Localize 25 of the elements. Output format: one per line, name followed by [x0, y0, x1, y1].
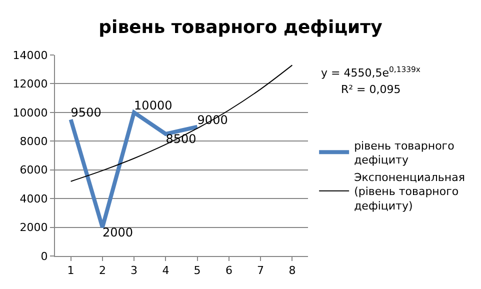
- y-tick-label: 12000: [12, 78, 48, 91]
- line-series: [70, 64, 293, 182]
- y-tick-label: 8000: [20, 134, 48, 148]
- x-tick-label: 2: [98, 264, 106, 278]
- y-tick-label: 14000: [12, 48, 48, 62]
- data-label: 10000: [134, 98, 172, 112]
- x-tick-label: 5: [194, 264, 201, 278]
- x-tick-label: 4: [162, 264, 170, 278]
- data-label: 2000: [102, 225, 133, 240]
- text: y = 4550,5e$^{0,1339x}$: [321, 65, 421, 80]
- x-tick-label: 1: [67, 264, 74, 278]
- y-tick-label: 10000: [12, 106, 48, 120]
- y-tick-label: 2000: [20, 221, 48, 234]
- x-tick-label: 3: [130, 264, 138, 278]
- data-label: 9500: [70, 106, 102, 120]
- text: R² = 0,095: [341, 83, 401, 96]
- x-tick-label: 7: [257, 264, 264, 278]
- y-tick-label: 0: [40, 250, 48, 263]
- y-tick-label: 4000: [20, 192, 48, 206]
- legend-label: рівень товарного дефіциту: [354, 139, 455, 167]
- chart-title: рівень товарного дефіциту: [98, 16, 383, 38]
- y-tick-label: 6000: [20, 164, 48, 177]
- x-tick-label: 6: [225, 264, 232, 278]
- x-tick-label: 8: [288, 264, 296, 278]
- legend-label: Экспоненциальная (рівень товарного дефіциту): [354, 170, 465, 213]
